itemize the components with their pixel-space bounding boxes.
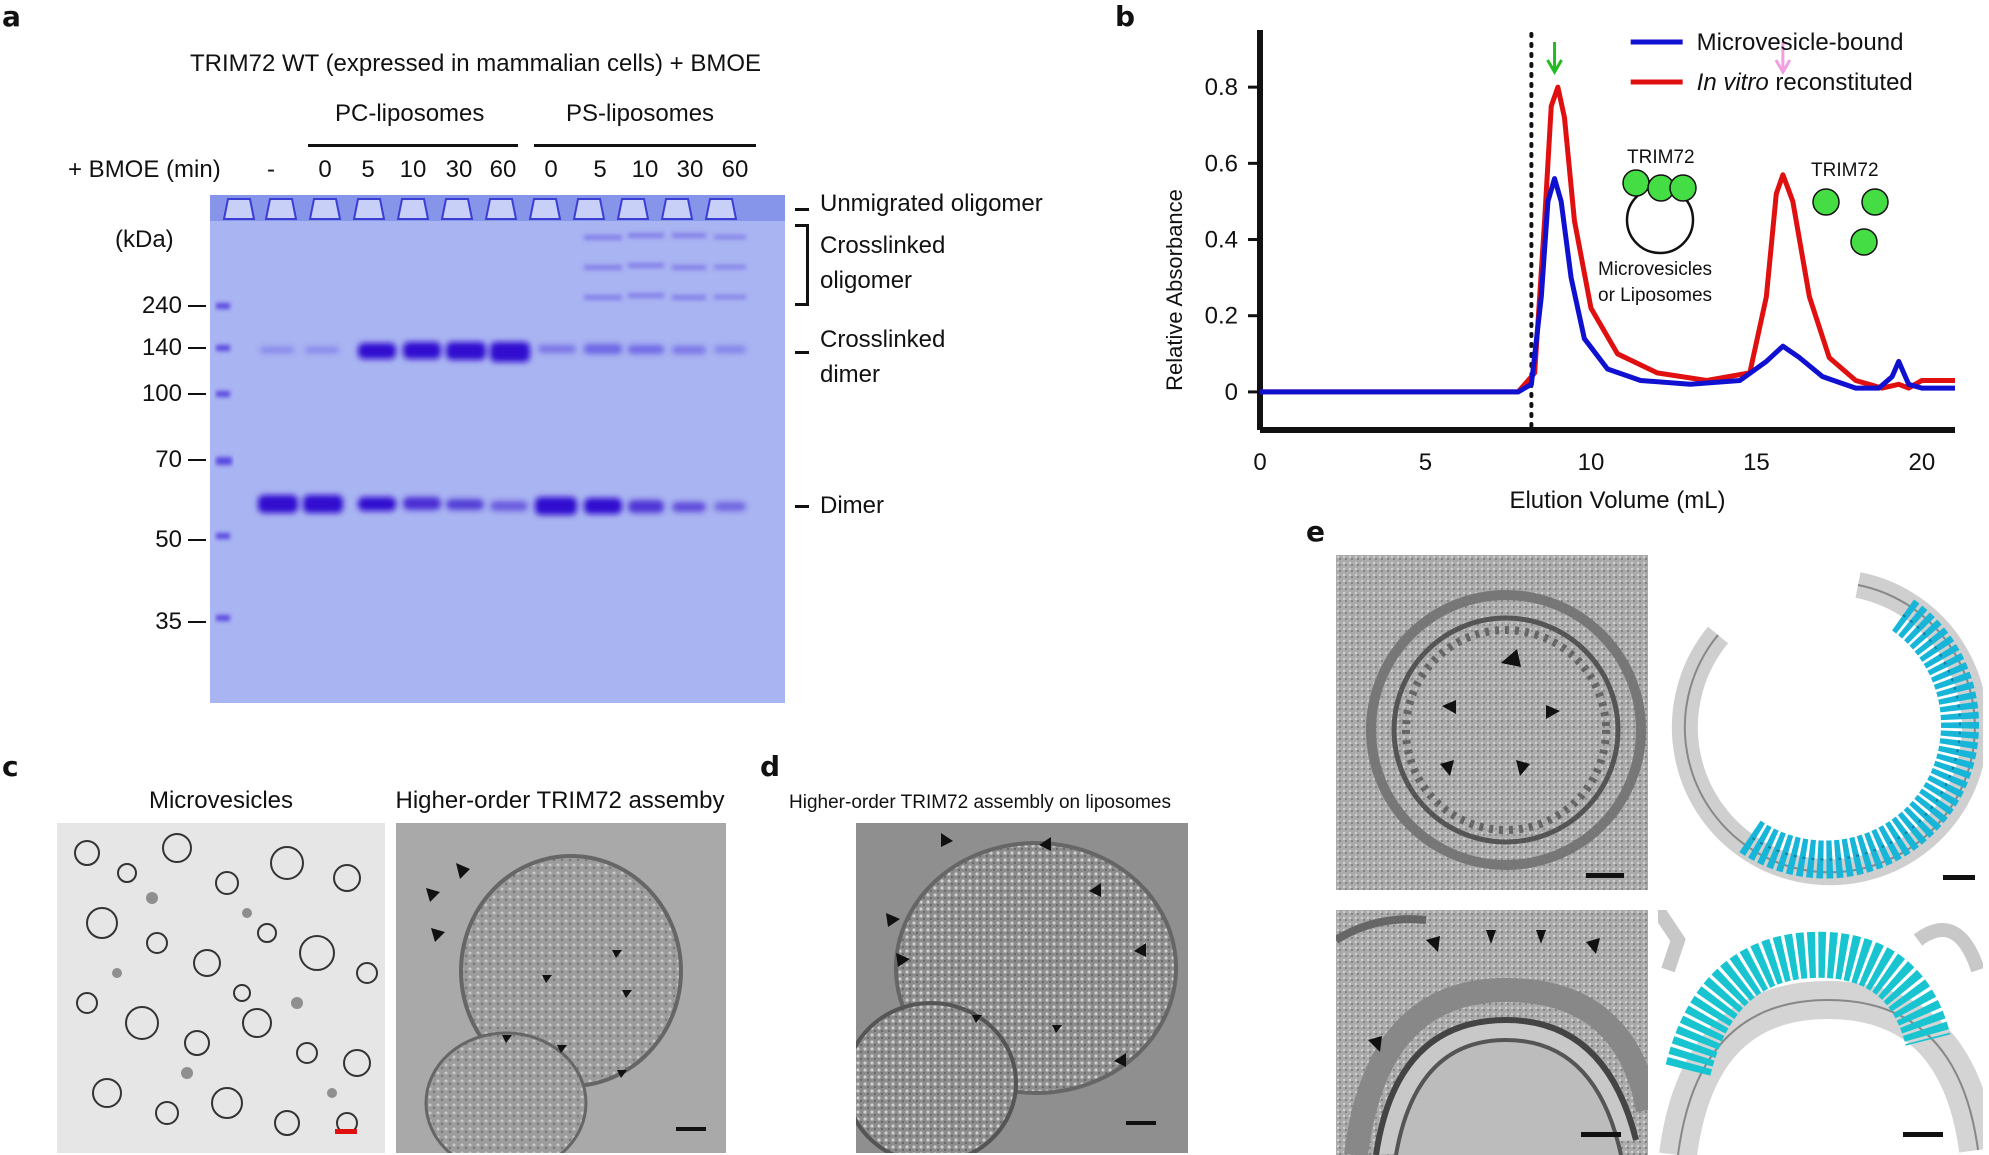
- marker-tick: [188, 305, 206, 307]
- microvesicles-title: Microvesicles: [148, 787, 294, 814]
- unmigrated-tick: [795, 208, 809, 211]
- y-tick-label: 0.2: [1205, 303, 1238, 330]
- y-tick-label: 0.8: [1205, 74, 1238, 101]
- pc-group-label: PC-liposomes: [335, 100, 485, 127]
- crosslinked-dimer-tick: [795, 351, 809, 354]
- sds-page-gel: [210, 195, 785, 703]
- vesicle-label-1: Microvesicles: [1598, 259, 1713, 280]
- dimer-label: Dimer: [820, 492, 884, 519]
- lane-label: 0: [544, 156, 558, 183]
- marker-tick: [188, 347, 206, 349]
- lane-label: 10: [631, 156, 659, 183]
- x-axis-label: Elution Volume (mL): [1509, 487, 1725, 514]
- liposomes-assembly-title: Higher-order TRIM72 assembly on liposome…: [789, 792, 1171, 813]
- peak-arrowhead: [1546, 59, 1563, 75]
- y-tick-label: 0.4: [1205, 227, 1238, 254]
- subtomogram-average-top: [1658, 545, 1983, 890]
- marker-label: 100: [141, 380, 182, 407]
- lane-label: 30: [676, 156, 704, 183]
- gel-bands-svg: [210, 195, 785, 621]
- panel-b-label: b: [1115, 0, 1136, 33]
- bmoe-row-label: + BMOE (min): [68, 156, 221, 183]
- ps-group-bracket: [534, 144, 756, 147]
- ps-group-label: PS-liposomes: [566, 100, 715, 127]
- y-tick-label: 0.6: [1205, 150, 1238, 177]
- subtomogram-average-bottom: [1658, 910, 1983, 1155]
- panel-c-label: c: [2, 750, 19, 783]
- liposome-assembly-em-image: [856, 823, 1188, 1153]
- lane-label: 0: [318, 156, 332, 183]
- marker-label: 50: [155, 526, 182, 553]
- lane-label: 60: [721, 156, 749, 183]
- scale-bar: [1581, 1132, 1621, 1137]
- trim72-green-ball: [1622, 169, 1650, 197]
- crosslinked-dimer-label-1: Crosslinked: [820, 326, 946, 353]
- unmigrated-label: Unmigrated oligomer: [820, 190, 1043, 217]
- trim72-green-ball: [1669, 174, 1697, 202]
- scale-bar: [1943, 875, 1975, 880]
- x-tick-label: 5: [1419, 449, 1432, 476]
- cryo-tomogram-top: [1336, 555, 1648, 890]
- chart-series: [1260, 42, 1955, 395]
- x-tick-label: 10: [1578, 449, 1605, 476]
- marker-label: 240: [141, 292, 182, 319]
- scale-bar: [335, 1129, 357, 1134]
- trim72-label-bound: TRIM72: [1627, 147, 1695, 168]
- marker-label: 140: [141, 334, 182, 361]
- legend-label: Microvesicle-bound: [1697, 29, 1904, 56]
- chart-axes: 0 0.2 0.4 0.6 0.8 0 5 10 15 20 Elution Volume (mL)…: [1162, 30, 1955, 514]
- scale-bar: [676, 1127, 706, 1131]
- series-line: [1260, 176, 1955, 395]
- trim72-green-ball: [1861, 188, 1889, 216]
- y-tick-label: 0: [1225, 379, 1238, 406]
- lane-label: 30: [445, 156, 473, 183]
- oligomer-bracket: [795, 224, 809, 306]
- kda-unit-label: (kDa): [115, 226, 174, 253]
- marker-label: 70: [155, 446, 182, 473]
- marker-label: 35: [155, 608, 182, 635]
- legend-rest-part: reconstituted: [1769, 69, 1913, 96]
- legend-label: In vitro reconstituted: [1697, 69, 1913, 96]
- marker-tick: [188, 393, 206, 395]
- legend-italic-part: In vitro: [1697, 69, 1769, 96]
- x-tick-label: 15: [1743, 449, 1770, 476]
- scale-bar: [1126, 1121, 1156, 1125]
- vesicle-label-2: or Liposomes: [1598, 285, 1713, 306]
- panel-d-label: d: [760, 750, 781, 783]
- crosslinked-oligomer-label-1: Crosslinked: [820, 232, 946, 259]
- peak-arrowhead: [1774, 59, 1792, 75]
- marker-tick: [188, 459, 206, 461]
- panel-e-label: e: [1306, 515, 1325, 548]
- x-tick-label: 20: [1909, 449, 1936, 476]
- lane-label: 5: [361, 156, 375, 183]
- marker-tick: [188, 621, 206, 623]
- crosslinked-oligomer-label-2: oligomer: [820, 267, 913, 294]
- trim72-assembly-em-image: [396, 823, 726, 1153]
- trim72-label-free: TRIM72: [1811, 160, 1879, 181]
- y-axis-label: Relative Absorbance: [1162, 189, 1187, 391]
- microvesicles-em-image: [57, 823, 385, 1153]
- scale-bar: [1586, 873, 1624, 878]
- x-tick-label: 0: [1253, 449, 1266, 476]
- crosslinked-dimer-label-2: dimer: [820, 361, 881, 388]
- panel-a-label: a: [2, 0, 21, 33]
- chart-legend: Microvesicle-bound In vitro reconstituted: [1630, 29, 1913, 96]
- trim72-on-vesicle-cartoon: [1622, 169, 1889, 256]
- lane-label: 5: [593, 156, 607, 183]
- higher-order-title: Higher-order TRIM72 assemby: [395, 787, 725, 814]
- lane-label: 60: [489, 156, 517, 183]
- scale-bar: [1903, 1132, 1943, 1137]
- gel-title: TRIM72 WT (expressed in mammalian cells)…: [190, 50, 762, 77]
- elution-chart: 0 0.2 0.4 0.6 0.8 0 5 10 15 20 Elution Volume (mL)…: [1162, 29, 1955, 514]
- trim72-green-ball: [1812, 188, 1840, 216]
- dimer-tick: [795, 505, 809, 508]
- lane-label: -: [267, 156, 275, 183]
- marker-tick: [188, 539, 206, 541]
- pc-group-bracket: [308, 144, 518, 147]
- lane-label: 10: [399, 156, 427, 183]
- cryo-tomogram-bottom: [1336, 910, 1648, 1155]
- trim72-green-ball: [1850, 228, 1878, 256]
